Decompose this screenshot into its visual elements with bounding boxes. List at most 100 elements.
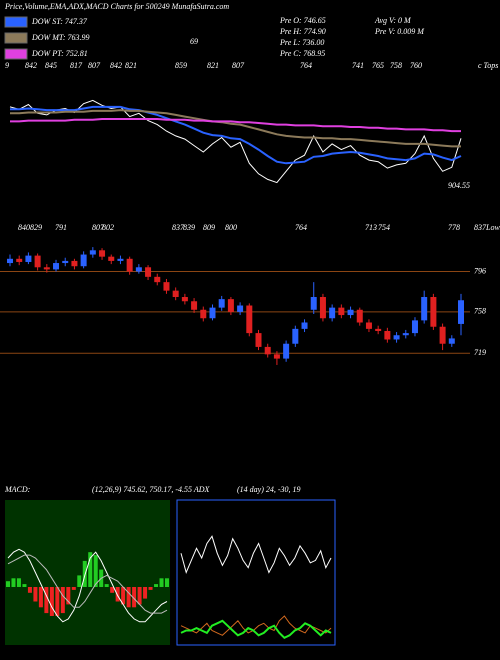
top-label: 764: [300, 61, 312, 70]
low-label: 764: [295, 223, 307, 232]
pre-info: Pre L: 736.00: [279, 38, 324, 47]
page-title: Price,Volume,EMA,ADX,MACD Charts for 500…: [4, 2, 229, 11]
histogram-bar: [66, 587, 71, 605]
histogram-bar: [104, 584, 109, 587]
candle-body: [347, 309, 354, 316]
candle-body: [200, 309, 207, 319]
candle-body: [301, 322, 308, 329]
histogram-bar: [77, 575, 82, 587]
candle-body: [292, 328, 299, 344]
histogram-bar: [71, 587, 76, 590]
candle-body: [264, 346, 271, 355]
top-label: c Tops: [478, 61, 498, 70]
low-label: 713: [365, 223, 377, 232]
candle-body: [154, 276, 161, 283]
candle-body: [117, 258, 124, 261]
candle-body: [237, 305, 244, 312]
series-line: [10, 118, 461, 133]
adx-line: [180, 615, 332, 636]
candle-body: [89, 250, 96, 255]
histogram-bar: [165, 578, 169, 587]
histogram-bar: [33, 587, 38, 602]
candle-body: [310, 297, 317, 310]
candle-body: [99, 250, 106, 257]
top-label: 807: [88, 61, 101, 70]
y-tick-label: 837: [474, 223, 487, 232]
candle-body: [439, 326, 446, 344]
candle-body: [80, 254, 87, 267]
histogram-bar: [126, 587, 131, 608]
macd-panel: [5, 500, 170, 645]
candle-body: [365, 322, 372, 329]
candle-body: [218, 299, 225, 308]
histogram-bar: [121, 587, 126, 605]
top-label: 842: [110, 61, 122, 70]
legend-swatch: [4, 48, 28, 60]
histogram-bar: [159, 578, 164, 587]
candle-body: [43, 267, 50, 270]
histogram-bar: [11, 578, 16, 587]
histogram-bar: [115, 587, 120, 602]
candle-body: [163, 282, 170, 291]
top-label: 758: [390, 61, 402, 70]
pre-info: Pre H: 774.90: [279, 27, 326, 36]
histogram-bar: [88, 552, 93, 587]
candle-body: [375, 328, 382, 331]
candle-body: [273, 354, 280, 359]
histogram-bar: [6, 581, 10, 587]
candle-body: [16, 258, 23, 262]
candle-body: [402, 333, 409, 336]
macd-params: (12,26,9) 745.62, 750.17, -4.55 ADX: [92, 485, 211, 494]
candle-body: [53, 263, 60, 270]
candle-body: [430, 297, 437, 327]
low-label: 800: [225, 223, 237, 232]
candle-body: [356, 309, 363, 323]
candle-body: [283, 343, 290, 359]
top-label: 760: [410, 61, 422, 70]
candle-body: [227, 299, 234, 312]
series-line: [10, 109, 461, 148]
top-label: 741: [352, 61, 364, 70]
legend-label: DOW MT: 763.99: [31, 33, 90, 42]
low-label: 839: [183, 223, 195, 232]
macd-line: [7, 554, 168, 614]
histogram-bar: [44, 587, 49, 614]
adx-line: [180, 619, 332, 640]
candle-body: [421, 297, 428, 321]
candle-body: [393, 335, 400, 340]
histogram-bar: [137, 587, 142, 605]
legend-label: DOW PT: 752.81: [31, 49, 88, 58]
adx-panel: [176, 499, 336, 646]
low-label: 778: [448, 223, 460, 232]
macd-label: MACD:: [4, 485, 31, 494]
top-label: 807: [232, 61, 245, 70]
low-label: 802: [102, 223, 114, 232]
low-label: 791: [55, 223, 67, 232]
top-label: 821: [207, 61, 219, 70]
candle-body: [34, 255, 41, 268]
avg-info: Pre V: 0.009 M: [374, 27, 425, 36]
low-label: 809: [203, 223, 215, 232]
candle-body: [338, 307, 345, 316]
histogram-bar: [27, 587, 32, 593]
low-label: 837: [172, 223, 185, 232]
candle-body: [145, 267, 152, 277]
histogram-bar: [55, 587, 60, 616]
low-label: 754: [378, 223, 390, 232]
legend-swatch: [4, 16, 28, 28]
macd-line: [7, 548, 168, 623]
pre-info: Pre O: 746.65: [279, 16, 326, 25]
candle-body: [319, 297, 326, 319]
candle-body: [172, 290, 179, 298]
low-label: Lows: [485, 223, 500, 232]
histogram-bar: [16, 578, 21, 587]
candle-body: [191, 301, 198, 310]
candle-body: [246, 305, 253, 334]
histogram-bar: [143, 587, 148, 599]
y-tick-label: 719: [474, 348, 486, 357]
candle-body: [25, 255, 32, 262]
histogram-bar: [93, 555, 98, 587]
candle-body: [62, 260, 69, 264]
candle-body: [181, 297, 188, 302]
price-annotation: 904.55: [448, 181, 470, 190]
